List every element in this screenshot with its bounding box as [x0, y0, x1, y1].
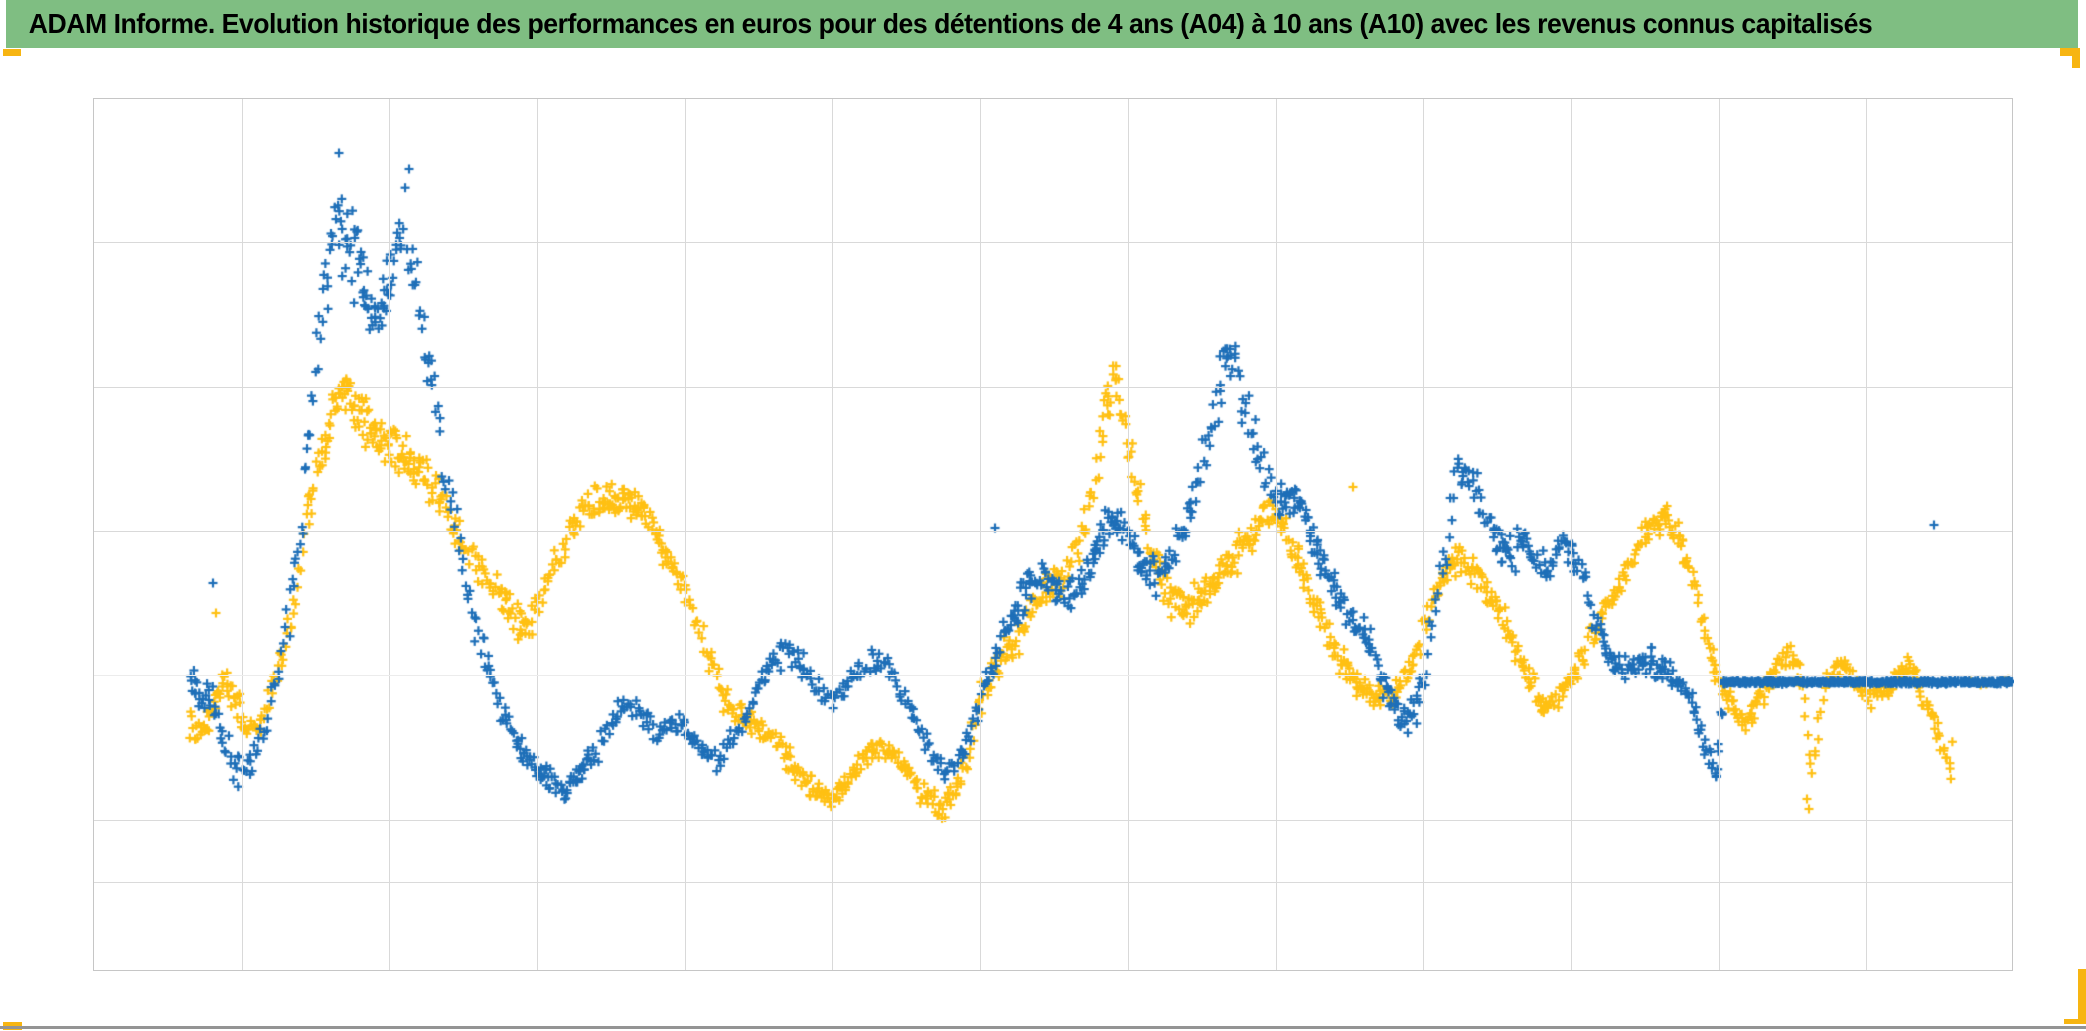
bottom-rule [0, 1026, 2086, 1029]
horizontal-gridline [94, 820, 2012, 821]
horizontal-gridline [94, 882, 2012, 883]
top-right-corner-accent [2060, 48, 2080, 56]
horizontal-gridline [94, 387, 2012, 388]
horizontal-gridline [94, 531, 2012, 532]
vertical-gridline [980, 99, 982, 970]
vertical-gridline [389, 99, 391, 970]
scatter-canvas [94, 99, 2014, 972]
horizontal-gridline [94, 675, 2012, 676]
vertical-gridline [684, 99, 686, 970]
vertical-gridline [241, 99, 243, 970]
title-bar: ADAM Informe. Evolution historique des p… [6, 0, 2078, 48]
vertical-gridline [1423, 99, 1425, 970]
bottom-right-corner-accent [2064, 1019, 2086, 1024]
horizontal-gridline [94, 242, 2012, 243]
vertical-gridline [537, 99, 539, 970]
vertical-gridline [1127, 99, 1129, 970]
vertical-gridline [1718, 99, 1720, 970]
vertical-gridline [1866, 99, 1868, 970]
bottom-right-corner-accent [2078, 969, 2086, 1024]
vertical-gridline [1275, 99, 1277, 970]
performance-scatter-chart [93, 98, 2014, 972]
page-title: ADAM Informe. Evolution historique des p… [28, 8, 1873, 39]
top-left-accent-mark [3, 49, 21, 56]
vertical-gridline [832, 99, 834, 970]
top-right-corner-accent [2072, 48, 2080, 68]
vertical-gridline [1570, 99, 1572, 970]
